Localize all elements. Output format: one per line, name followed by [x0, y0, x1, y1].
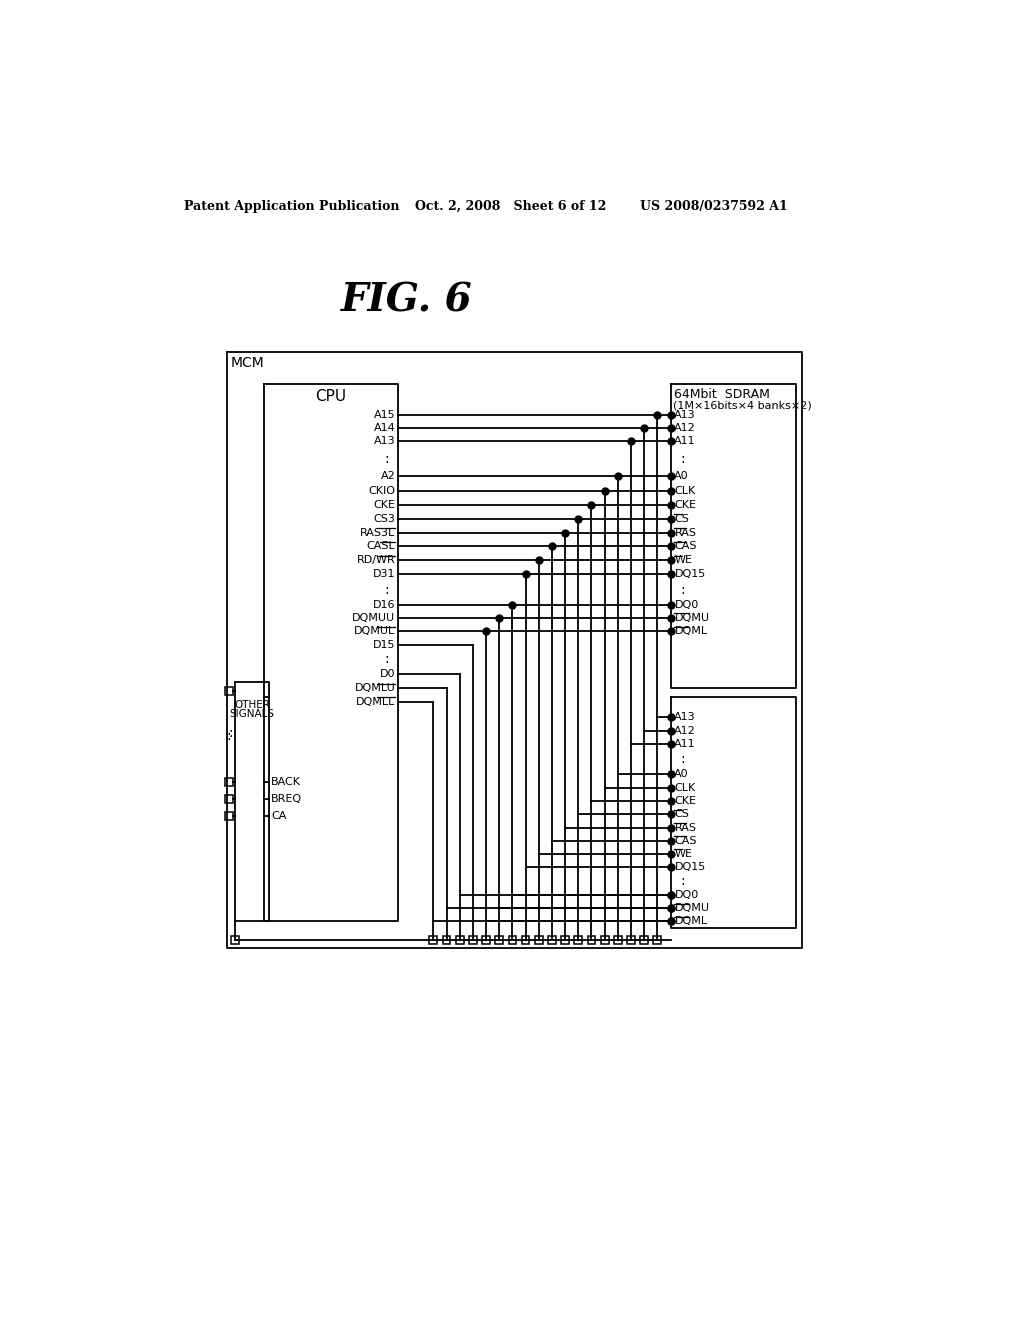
Text: A11: A11 [675, 739, 696, 748]
Text: 64Mbit  SDRAM: 64Mbit SDRAM [675, 388, 770, 401]
Text: DQMLL: DQMLL [356, 697, 395, 708]
Bar [442, 936, 451, 944]
Text: (1M×16bits×4 banks×2): (1M×16bits×4 banks×2) [673, 400, 812, 411]
Text: FIG. 6: FIG. 6 [341, 282, 473, 319]
Bar [548, 936, 556, 944]
Text: A15: A15 [374, 409, 395, 420]
Text: DQ15: DQ15 [675, 569, 706, 579]
Bar [509, 936, 516, 944]
Text: :: : [681, 874, 685, 887]
Text: CAS: CAS [675, 541, 697, 552]
Text: DQ0: DQ0 [675, 601, 698, 610]
Bar [225, 779, 232, 785]
Text: A13: A13 [675, 713, 696, 722]
Text: CS: CS [675, 513, 689, 524]
Text: :: : [226, 729, 231, 743]
Text: CKIO: CKIO [369, 486, 395, 496]
Text: RAS3L: RAS3L [360, 528, 395, 537]
Text: :: : [385, 451, 389, 466]
Text: D16: D16 [373, 601, 395, 610]
Bar [225, 812, 232, 820]
Text: DQ0: DQ0 [675, 890, 698, 900]
Bar [561, 936, 569, 944]
Bar [225, 688, 232, 696]
Text: A14: A14 [374, 422, 395, 433]
Text: Oct. 2, 2008   Sheet 6 of 12: Oct. 2, 2008 Sheet 6 of 12 [415, 199, 606, 213]
Text: :: : [385, 582, 389, 597]
Text: SIGNALS: SIGNALS [229, 709, 274, 719]
Text: :: : [385, 652, 389, 665]
Text: DQMU: DQMU [675, 612, 710, 623]
Text: A12: A12 [675, 726, 696, 735]
Text: WE: WE [675, 849, 692, 859]
Text: :: : [681, 451, 685, 466]
Bar [482, 936, 489, 944]
Bar [225, 795, 232, 803]
Text: DQML: DQML [675, 916, 708, 927]
Text: DQ15: DQ15 [675, 862, 706, 871]
Text: RAS: RAS [675, 528, 696, 537]
Bar [614, 936, 622, 944]
Text: CKE: CKE [675, 500, 696, 510]
Text: D31: D31 [373, 569, 395, 579]
Bar [601, 936, 608, 944]
Text: D15: D15 [373, 640, 395, 649]
Text: :: : [228, 726, 232, 739]
Text: CS: CS [675, 809, 689, 820]
Text: BACK: BACK [271, 777, 301, 787]
Bar [456, 936, 464, 944]
Text: A12: A12 [675, 422, 696, 433]
Text: OTHER: OTHER [234, 700, 270, 710]
Bar [496, 936, 503, 944]
Bar [627, 936, 635, 944]
Text: BREQ: BREQ [271, 795, 302, 804]
Text: DQML: DQML [675, 626, 708, 636]
Text: :: : [681, 582, 685, 597]
Bar [521, 936, 529, 944]
Text: CAS: CAS [675, 836, 697, 846]
Text: A0: A0 [675, 471, 689, 482]
Text: DQMU: DQMU [675, 903, 710, 913]
Text: CPU: CPU [315, 389, 346, 404]
Text: MCM: MCM [230, 356, 264, 370]
Text: RD/WR: RD/WR [356, 556, 395, 565]
Text: CKE: CKE [374, 500, 395, 510]
Text: CA: CA [271, 810, 287, 821]
Bar [640, 936, 648, 944]
Bar [535, 936, 543, 944]
Text: CASL: CASL [367, 541, 395, 552]
Text: CS3: CS3 [374, 513, 395, 524]
Text: Patent Application Publication: Patent Application Publication [183, 199, 399, 213]
Text: WE: WE [675, 556, 692, 565]
Bar [588, 936, 595, 944]
Text: US 2008/0237592 A1: US 2008/0237592 A1 [640, 199, 787, 213]
Text: A2: A2 [381, 471, 395, 482]
Text: A13: A13 [675, 409, 696, 420]
Text: A11: A11 [675, 436, 696, 446]
Bar [231, 936, 239, 944]
Text: DQMUU: DQMUU [352, 612, 395, 623]
Text: CLK: CLK [675, 486, 695, 496]
Bar [653, 936, 662, 944]
Bar [574, 936, 583, 944]
Text: CKE: CKE [675, 796, 696, 807]
Text: RAS: RAS [675, 822, 696, 833]
Text: CLK: CLK [675, 783, 695, 793]
Text: A0: A0 [675, 770, 689, 779]
Text: DQMLU: DQMLU [354, 684, 395, 693]
Text: D0: D0 [380, 669, 395, 680]
Text: :: : [681, 752, 685, 766]
Bar [469, 936, 477, 944]
Text: A13: A13 [374, 436, 395, 446]
Bar [429, 936, 437, 944]
Text: DQMUL: DQMUL [354, 626, 395, 636]
